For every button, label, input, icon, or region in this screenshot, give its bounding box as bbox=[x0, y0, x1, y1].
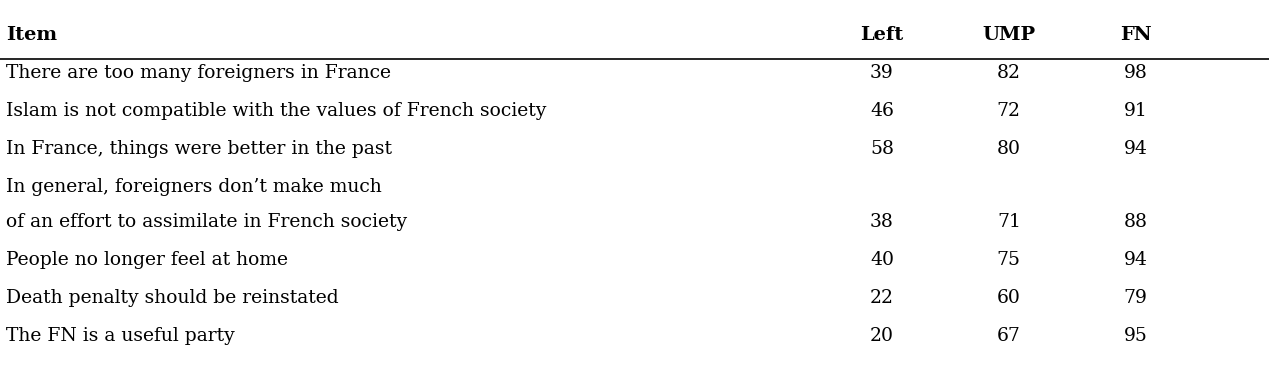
Text: 39: 39 bbox=[871, 64, 893, 82]
Text: 72: 72 bbox=[997, 102, 1020, 120]
Text: 95: 95 bbox=[1124, 327, 1147, 345]
Text: Islam is not compatible with the values of French society: Islam is not compatible with the values … bbox=[6, 102, 547, 120]
Text: 22: 22 bbox=[871, 289, 893, 307]
Text: There are too many foreigners in France: There are too many foreigners in France bbox=[6, 64, 391, 82]
Text: Item: Item bbox=[6, 26, 57, 44]
Text: 79: 79 bbox=[1124, 289, 1147, 307]
Text: 98: 98 bbox=[1124, 64, 1147, 82]
Text: Left: Left bbox=[860, 26, 904, 44]
Text: 67: 67 bbox=[997, 327, 1020, 345]
Text: 60: 60 bbox=[997, 289, 1020, 307]
Text: In general, foreigners don’t make much: In general, foreigners don’t make much bbox=[6, 178, 382, 196]
Text: 91: 91 bbox=[1124, 102, 1147, 120]
Text: 80: 80 bbox=[997, 140, 1020, 158]
Text: 94: 94 bbox=[1124, 251, 1147, 269]
Text: 40: 40 bbox=[871, 251, 893, 269]
Text: 38: 38 bbox=[871, 213, 893, 231]
Text: 75: 75 bbox=[997, 251, 1020, 269]
Text: UMP: UMP bbox=[982, 26, 1036, 44]
Text: Death penalty should be reinstated: Death penalty should be reinstated bbox=[6, 289, 339, 307]
Text: of an effort to assimilate in French society: of an effort to assimilate in French soc… bbox=[6, 213, 407, 231]
Text: 20: 20 bbox=[871, 327, 893, 345]
Text: 88: 88 bbox=[1124, 213, 1147, 231]
Text: People no longer feel at home: People no longer feel at home bbox=[6, 251, 288, 269]
Text: In France, things were better in the past: In France, things were better in the pas… bbox=[6, 140, 392, 158]
Text: 46: 46 bbox=[871, 102, 893, 120]
Text: 94: 94 bbox=[1124, 140, 1147, 158]
Text: 58: 58 bbox=[871, 140, 893, 158]
Text: 82: 82 bbox=[997, 64, 1020, 82]
Text: FN: FN bbox=[1121, 26, 1151, 44]
Text: 71: 71 bbox=[997, 213, 1020, 231]
Text: The FN is a useful party: The FN is a useful party bbox=[6, 327, 235, 345]
